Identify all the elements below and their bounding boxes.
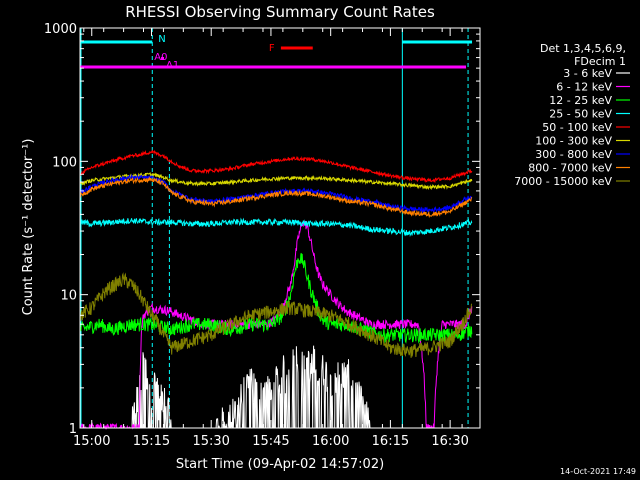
plot-axes: 15:00 15:15 15:30 15:45 16:00 16:15 16:30 1 10 10… <box>44 22 481 449</box>
x-tick-label: 15:30 <box>192 434 229 449</box>
legend-header-line-1: Det 1,3,4,5,6,9, <box>540 42 626 55</box>
series-line-7000-15000kev <box>79 272 473 358</box>
annotation-n: N <box>158 34 165 45</box>
legend-label: 6 - 12 keV <box>556 81 612 94</box>
legend-label: 7000 - 15000 keV <box>514 175 612 188</box>
y-tick-label: 1000 <box>44 22 77 37</box>
legend-label: 25 - 50 keV <box>549 108 612 121</box>
series-line-12-25kev <box>79 252 473 344</box>
legend-label: 3 - 6 keV <box>563 67 612 80</box>
legend-label: 100 - 300 keV <box>535 135 612 148</box>
legend-label: 50 - 100 keV <box>542 121 612 134</box>
y-axis-label: Count Rate (s⁻¹ detector⁻¹) <box>21 139 36 316</box>
series-layer <box>79 149 473 430</box>
plot-frame <box>79 27 481 429</box>
y-tick-label: 1 <box>69 422 77 437</box>
series-line-25-50kev <box>79 217 473 237</box>
timestamp: 14-Oct-2021 17:49 <box>560 467 636 476</box>
x-tick-label: 15:45 <box>252 434 289 449</box>
annotation-f: F <box>269 43 275 54</box>
legend-label: 300 - 800 keV <box>535 148 612 161</box>
series-line-800-7000kev <box>79 176 472 219</box>
y-tick-label: 100 <box>52 155 77 170</box>
attenuator-dot <box>161 57 165 60</box>
legend-label: 12 - 25 keV <box>549 94 612 107</box>
x-tick-label: 15:15 <box>133 434 170 449</box>
legend-label: 800 - 7000 keV <box>528 162 612 175</box>
x-tick-label: 16:00 <box>312 434 349 449</box>
series-line-100-300kev <box>79 172 473 191</box>
legend-header-line-2: FDecim 1 <box>574 55 626 68</box>
series-line-50-100kev <box>80 149 473 184</box>
annotation-a1: A1 <box>166 60 179 71</box>
x-axis-label: Start Time (09-Apr-02 14:57:02) <box>176 457 384 472</box>
y-tick-label: 10 <box>60 289 77 304</box>
x-tick-label: 16:15 <box>372 434 409 449</box>
x-tick-label: 15:00 <box>73 434 110 449</box>
annotation-a0: A0 <box>154 52 167 63</box>
chart-title: RHESSI Observing Summary Count Rates <box>125 3 435 21</box>
x-tick-label: 16:30 <box>431 434 468 449</box>
